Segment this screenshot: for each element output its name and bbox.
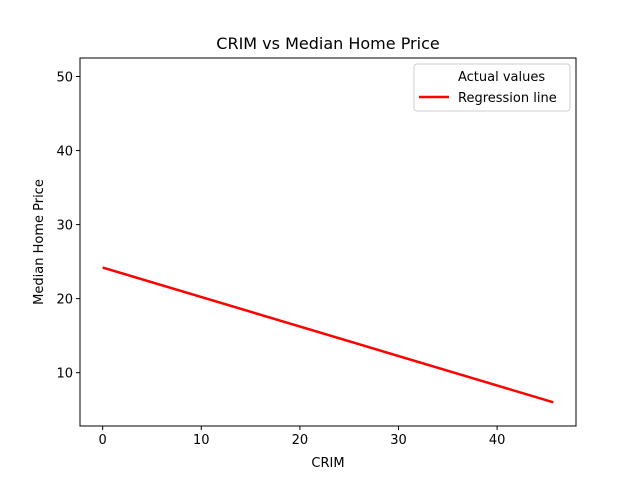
y-axis-label: Median Home Price bbox=[32, 179, 47, 305]
y-tick-label: 50 bbox=[56, 71, 73, 86]
legend: Actual values Regression line bbox=[413, 63, 571, 112]
y-tick-label: 40 bbox=[56, 145, 73, 160]
x-tick-label: 40 bbox=[489, 433, 506, 448]
y-axis: 10 20 30 40 50 bbox=[56, 71, 80, 382]
x-tick-label: 0 bbox=[99, 433, 107, 448]
chart-title: CRIM vs Median Home Price bbox=[216, 34, 439, 53]
x-tick-label: 20 bbox=[292, 433, 309, 448]
legend-box bbox=[413, 63, 571, 112]
plot-frame bbox=[79, 57, 577, 427]
x-axis-label: CRIM bbox=[311, 456, 344, 471]
x-tick-label: 10 bbox=[193, 433, 210, 448]
plot-area bbox=[102, 266, 554, 404]
series-regression-line bbox=[102, 266, 554, 404]
x-tick-label: 30 bbox=[390, 433, 407, 448]
y-tick-label: 30 bbox=[56, 219, 73, 234]
x-axis: 0 10 20 30 40 bbox=[99, 426, 506, 448]
legend-entry-regression-line: Regression line bbox=[458, 91, 557, 106]
y-tick-label: 10 bbox=[56, 367, 73, 382]
legend-entry-actual-values: Actual values bbox=[458, 70, 545, 85]
y-tick-label: 20 bbox=[56, 293, 73, 308]
